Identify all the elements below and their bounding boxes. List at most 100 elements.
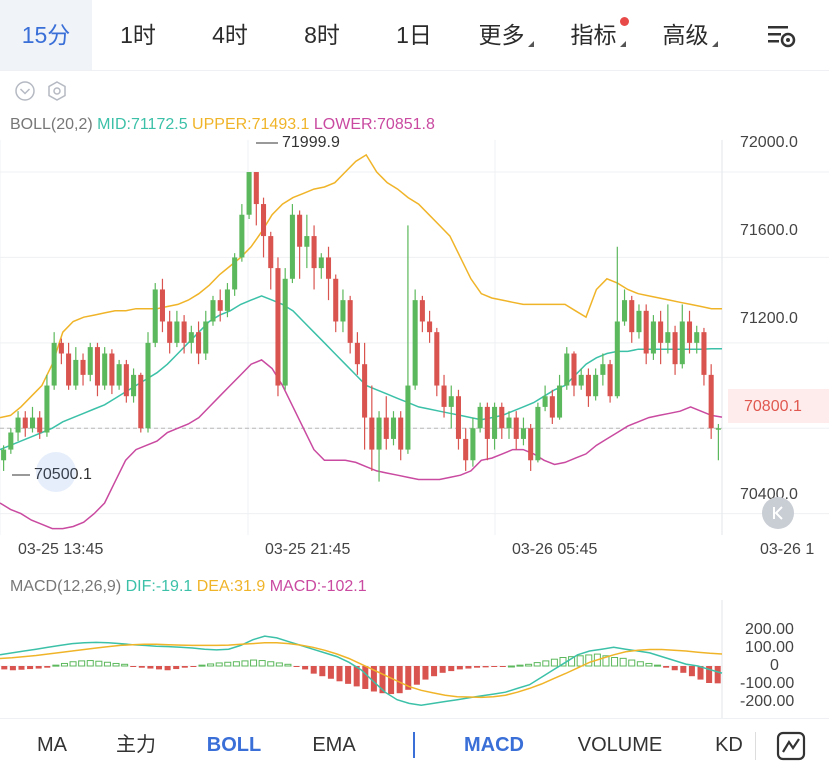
tab-ma[interactable]: MA bbox=[37, 734, 67, 756]
draw-line-icon[interactable] bbox=[775, 730, 807, 762]
candle bbox=[506, 411, 512, 439]
candle bbox=[181, 315, 187, 354]
candle-body bbox=[694, 332, 700, 343]
candle bbox=[217, 289, 223, 322]
candle bbox=[224, 283, 230, 318]
tab-advanced-label: 高级 bbox=[662, 22, 709, 48]
touch-indicator bbox=[36, 452, 76, 492]
macd-bar bbox=[275, 662, 283, 667]
macd-bar bbox=[207, 663, 215, 667]
candle bbox=[571, 351, 577, 397]
candle-body bbox=[102, 353, 108, 386]
tab-ema[interactable]: EMA bbox=[312, 734, 356, 756]
candle bbox=[672, 325, 678, 375]
candle-body bbox=[181, 321, 187, 343]
tab-more-label: 更多 bbox=[478, 22, 525, 48]
candle bbox=[434, 327, 440, 397]
macd-bar bbox=[60, 662, 68, 667]
macd-bar bbox=[69, 661, 77, 667]
candle-body bbox=[123, 364, 129, 397]
candle bbox=[679, 304, 685, 369]
tab-kd[interactable]: KD bbox=[715, 734, 743, 756]
candle-body bbox=[109, 353, 115, 386]
candle bbox=[427, 310, 433, 343]
macd-bar bbox=[507, 665, 515, 668]
indicator-settings-icon[interactable] bbox=[46, 80, 68, 102]
chart-settings-icon[interactable] bbox=[760, 20, 800, 52]
candle-body bbox=[268, 236, 274, 269]
candle-body bbox=[261, 204, 267, 237]
candle bbox=[715, 423, 721, 461]
candle-body bbox=[311, 236, 317, 269]
tab-15m[interactable]: 15分 bbox=[0, 0, 92, 70]
collapse-chevron-icon[interactable] bbox=[14, 80, 36, 102]
candle bbox=[455, 389, 461, 450]
candle-body bbox=[232, 257, 238, 290]
candle bbox=[275, 257, 281, 397]
candle-body bbox=[145, 342, 151, 429]
macd-bar bbox=[319, 666, 326, 677]
candle bbox=[304, 214, 310, 269]
tab-volume[interactable]: VOLUME bbox=[577, 734, 663, 756]
macd-bar bbox=[1, 666, 8, 670]
tab-8h[interactable]: 8时 bbox=[304, 22, 340, 48]
macd-bar bbox=[388, 666, 395, 695]
candle bbox=[535, 402, 541, 463]
candle bbox=[29, 406, 36, 433]
tab-main-force[interactable]: 主力 bbox=[116, 734, 156, 756]
macd-bar bbox=[550, 658, 558, 667]
candle-body bbox=[369, 417, 375, 450]
candle bbox=[1, 445, 7, 471]
candlestick-chart[interactable] bbox=[0, 140, 829, 535]
macd-tick: -100.00 bbox=[740, 675, 795, 692]
tab-advanced[interactable]: 高级 bbox=[644, 0, 736, 70]
candle-body bbox=[578, 374, 584, 386]
candle-body bbox=[629, 300, 635, 333]
candle bbox=[109, 349, 115, 395]
macd-bar bbox=[267, 661, 275, 667]
macd-bar bbox=[52, 664, 60, 667]
candle-body bbox=[470, 428, 476, 461]
candle-body bbox=[196, 332, 202, 354]
candle-body bbox=[29, 417, 36, 429]
candle bbox=[22, 411, 28, 437]
candle bbox=[289, 204, 295, 284]
candle bbox=[607, 359, 613, 403]
boll-upper: UPPER:71493.1 bbox=[192, 116, 310, 133]
macd-bar bbox=[499, 666, 506, 667]
candle-body bbox=[340, 300, 346, 322]
tab-1d[interactable]: 1日 bbox=[396, 22, 432, 48]
macd-bar bbox=[224, 661, 232, 667]
candle-body bbox=[679, 321, 685, 365]
tab-4h[interactable]: 4时 bbox=[212, 22, 248, 48]
time-tick: 03-26 05:45 bbox=[512, 541, 598, 558]
time-tick: 03-25 13:45 bbox=[18, 541, 104, 558]
macd-bar bbox=[474, 666, 481, 668]
candle bbox=[585, 368, 591, 407]
tab-1h[interactable]: 1时 bbox=[120, 22, 156, 48]
macd-chart[interactable] bbox=[0, 600, 829, 718]
candle-body bbox=[131, 374, 137, 397]
boll-mid: MID:71172.5 bbox=[97, 116, 188, 133]
candle-body bbox=[600, 364, 606, 375]
candle bbox=[80, 353, 86, 386]
candle bbox=[650, 315, 656, 360]
macd-bar bbox=[147, 666, 154, 669]
timeframe-tabbar bbox=[0, 0, 829, 71]
macd-bar bbox=[336, 666, 343, 682]
candle-body bbox=[22, 417, 28, 429]
candle bbox=[44, 374, 50, 437]
tab-indicators[interactable]: 指标 bbox=[552, 0, 644, 70]
candle-body bbox=[325, 257, 332, 279]
macd-bar bbox=[413, 666, 420, 685]
tab-boll[interactable]: BOLL bbox=[206, 734, 262, 756]
candle-body bbox=[520, 428, 526, 439]
candle-body bbox=[542, 396, 548, 407]
macd-bar bbox=[95, 660, 103, 667]
tab-macd[interactable]: MACD bbox=[464, 734, 524, 756]
candle bbox=[441, 374, 447, 418]
candle-body bbox=[622, 300, 628, 322]
candle bbox=[159, 278, 165, 333]
tab-more[interactable]: 更多 bbox=[460, 0, 552, 70]
scroll-to-latest-button[interactable] bbox=[762, 497, 794, 529]
